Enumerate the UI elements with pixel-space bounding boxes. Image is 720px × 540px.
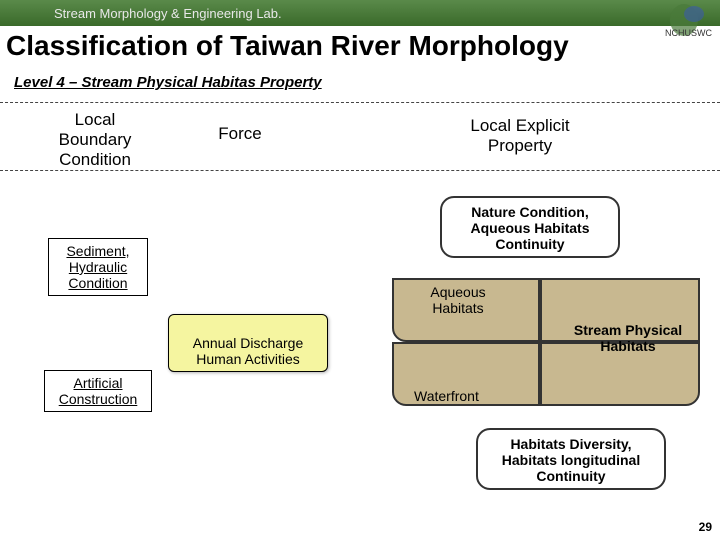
box-nature-text: Nature Condition, Aqueous Habitats Conti…: [470, 204, 589, 252]
label-streamphys: Stream Physical Habitats: [558, 322, 698, 354]
box-annual-text: Annual Discharge Human Activities: [193, 335, 304, 367]
col-header-force: Force: [200, 124, 280, 144]
page-title: Classification of Taiwan River Morpholog…: [6, 30, 569, 62]
header-bar: Stream Morphology & Engineering Lab.: [0, 0, 720, 26]
subtitle: Level 4 – Stream Physical Habitas Proper…: [14, 74, 322, 91]
col-header-explicit: Local Explicit Property: [440, 116, 600, 156]
box-sediment-text: Sediment, Hydraulic Condition: [66, 243, 129, 291]
col-header-boundary: Local Boundary Condition: [40, 110, 150, 170]
box-annual: Annual Discharge Human Activities: [168, 314, 328, 372]
box-artificial: Artificial Construction: [44, 370, 152, 412]
divider-bot: [0, 170, 720, 171]
lab-name: Stream Morphology & Engineering Lab.: [54, 6, 282, 21]
divider-top: [0, 102, 720, 103]
box-diversity-text: Habitats Diversity, Habitats longitudina…: [502, 436, 640, 484]
box-artificial-text: Artificial Construction: [59, 375, 138, 407]
org-label: NCHUSWC: [665, 28, 712, 38]
page-number: 29: [699, 520, 712, 534]
label-aqueous: Aqueous Habitats: [408, 284, 508, 316]
box-diversity: Habitats Diversity, Habitats longitudina…: [476, 428, 666, 490]
label-waterfront: Waterfront: [414, 388, 479, 404]
box-nature: Nature Condition, Aqueous Habitats Conti…: [440, 196, 620, 258]
box-sediment: Sediment, Hydraulic Condition: [48, 238, 148, 296]
